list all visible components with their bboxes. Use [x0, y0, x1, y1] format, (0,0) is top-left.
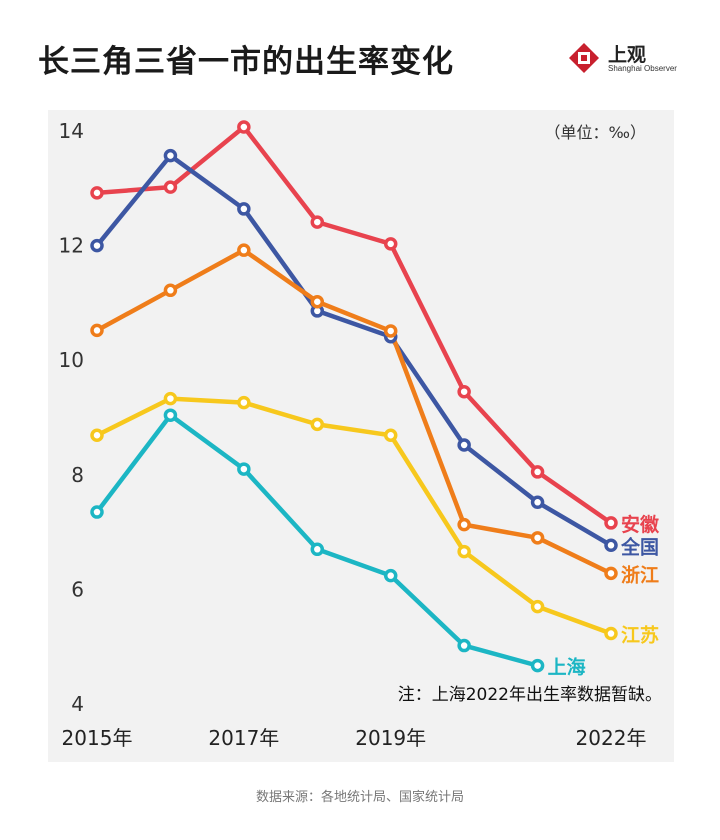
x-tick-label: 2019年: [355, 726, 426, 750]
data-point: [604, 538, 618, 553]
data-point: [457, 517, 471, 532]
series-label: 上海: [548, 656, 586, 679]
y-tick-label: 8: [71, 463, 84, 487]
data-point: [604, 566, 618, 581]
data-point: [457, 544, 471, 559]
data-point: [604, 516, 618, 530]
data-point: [310, 295, 325, 309]
data-point: [310, 215, 325, 229]
data-point: [90, 505, 104, 519]
brand-logo-icon: [569, 43, 599, 73]
data-point: [457, 384, 471, 399]
data-point: [530, 531, 545, 545]
data-point: [530, 465, 545, 479]
chart-title: 长三角三省一市的出生率变化: [38, 44, 454, 80]
series-line: [94, 124, 614, 526]
data-point: [163, 180, 178, 194]
unit-label: （单位：‰）: [545, 123, 646, 142]
data-point: [457, 638, 471, 653]
data-point: [237, 395, 251, 410]
data-point: [163, 408, 178, 422]
data-point: [90, 323, 104, 338]
data-point: [383, 428, 398, 443]
data-point: [383, 568, 398, 583]
y-tick-label: 14: [59, 119, 84, 143]
series-label: 江苏: [621, 624, 659, 647]
data-point: [90, 428, 104, 443]
data-point: [163, 283, 178, 298]
data-point: [530, 658, 545, 673]
series-line: [94, 247, 614, 576]
data-point: [237, 243, 251, 257]
series-label: 全国: [620, 535, 659, 558]
y-tick-label: 4: [71, 692, 84, 716]
data-point: [237, 202, 251, 216]
data-point: [237, 120, 251, 134]
data-point: [457, 438, 471, 452]
data-point: [383, 237, 398, 251]
brand-name: 上观: [608, 44, 647, 66]
x-tick-label: 2022年: [576, 726, 647, 750]
y-tick-label: 12: [59, 234, 84, 258]
y-tick-label: 10: [59, 348, 84, 372]
data-point: [310, 542, 325, 557]
data-point: [604, 626, 618, 641]
series-label: 浙江: [621, 563, 659, 586]
data-point: [163, 148, 178, 163]
series-line: [94, 396, 614, 636]
brand-subtitle: Shanghai Observer: [608, 64, 677, 73]
x-tick-label: 2015年: [62, 726, 133, 750]
series-label: 安徽: [621, 513, 660, 536]
source-note: 数据来源：各地统计局、国家统计局: [255, 790, 464, 805]
data-point: [163, 391, 178, 406]
y-tick-label: 6: [71, 577, 84, 601]
data-point: [530, 495, 545, 510]
data-point: [90, 186, 104, 200]
data-point: [310, 417, 325, 432]
data-point: [237, 462, 251, 476]
data-point: [530, 599, 545, 614]
x-tick-label: 2017年: [208, 726, 279, 750]
series-line: [94, 153, 614, 548]
note-text: 注：上海2022年出生率数据暂缺。: [398, 685, 662, 705]
data-point: [90, 238, 104, 253]
data-point: [383, 324, 398, 338]
brand-logo-block: 上观 Shanghai Observer: [568, 40, 677, 80]
